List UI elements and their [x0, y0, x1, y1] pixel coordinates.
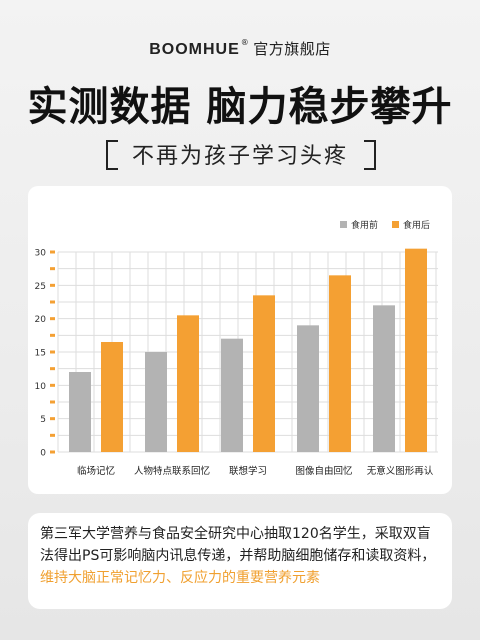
bar-after — [101, 342, 123, 452]
right-bracket — [364, 140, 376, 170]
y-tick-marker — [50, 267, 55, 271]
y-tick-label: 20 — [35, 315, 47, 325]
headline: 实测数据 脑力稳步攀升 — [27, 84, 453, 130]
y-tick-label: 15 — [35, 349, 46, 359]
y-tick-marker — [50, 367, 55, 371]
bar-before — [145, 352, 167, 452]
y-tick-marker — [50, 400, 55, 404]
legend-swatch-before — [340, 221, 347, 228]
x-tick-label: 联想学习 — [229, 465, 267, 477]
bar-after — [177, 315, 199, 452]
y-tick-marker — [50, 283, 55, 287]
y-tick-marker — [50, 317, 55, 321]
brand-name: BOOMHUE — [149, 41, 240, 58]
left-bracket — [106, 140, 118, 170]
legend-swatch-after — [392, 221, 399, 228]
subtitle-block: 不再为孩子学习头疼 — [0, 136, 480, 170]
brand-header: BOOMHUE® 官方旗舰店 — [0, 38, 480, 59]
y-tick-label: 0 — [40, 449, 46, 459]
y-tick-marker — [50, 333, 55, 337]
bar-after — [253, 295, 275, 452]
y-tick-marker — [50, 350, 55, 354]
y-tick-marker — [50, 383, 55, 387]
y-tick-marker — [50, 450, 55, 454]
y-tick-label: 30 — [35, 249, 47, 259]
x-tick-label: 人物特点联系回忆 — [134, 465, 210, 477]
bar-chart: 0 5 10 15 20 25 30 临场记忆 人物特点联系回忆 联想学习 图像自由回忆 无意义图形再… — [35, 219, 438, 477]
bar-after — [405, 248, 427, 452]
legend-label-before: 食用前 — [351, 219, 378, 231]
subtitle: 不再为孩子学习头疼 — [131, 144, 348, 169]
x-tick-label: 无意义图形再认 — [367, 465, 434, 477]
y-tick-label: 5 — [40, 415, 46, 425]
bar-before — [297, 325, 319, 452]
y-tick-label: 25 — [35, 282, 46, 292]
info-text: 第三军大学营养与食品安全研究中心抽取120名学生，采取双盲法得出PS可影响脑内讯… — [40, 526, 436, 564]
y-tick-marker — [50, 433, 55, 437]
bar-before — [221, 338, 243, 452]
y-tick-marker — [50, 250, 55, 254]
chart-card: 0 5 10 15 20 25 30 临场记忆 人物特点联系回忆 联想学习 图像自由回忆 无意义图形再… — [28, 186, 452, 494]
x-tick-label: 临场记忆 — [77, 465, 115, 477]
registered-mark: ® — [240, 38, 250, 47]
x-tick-label: 图像自由回忆 — [295, 465, 352, 477]
y-tick-marker — [50, 300, 55, 304]
bar-after — [329, 275, 351, 452]
bar-before — [373, 305, 395, 452]
info-card: 第三军大学营养与食品安全研究中心抽取120名学生，采取双盲法得出PS可影响脑内讯… — [28, 513, 452, 609]
info-highlight: 维持大脑正常记忆力、反应力的重要营养元素 — [40, 570, 320, 586]
store-name: 官方旗舰店 — [253, 40, 331, 58]
y-tick-label: 10 — [35, 382, 47, 392]
legend-label-after: 食用后 — [403, 219, 430, 231]
bar-before — [69, 372, 91, 452]
y-tick-marker — [50, 417, 55, 421]
